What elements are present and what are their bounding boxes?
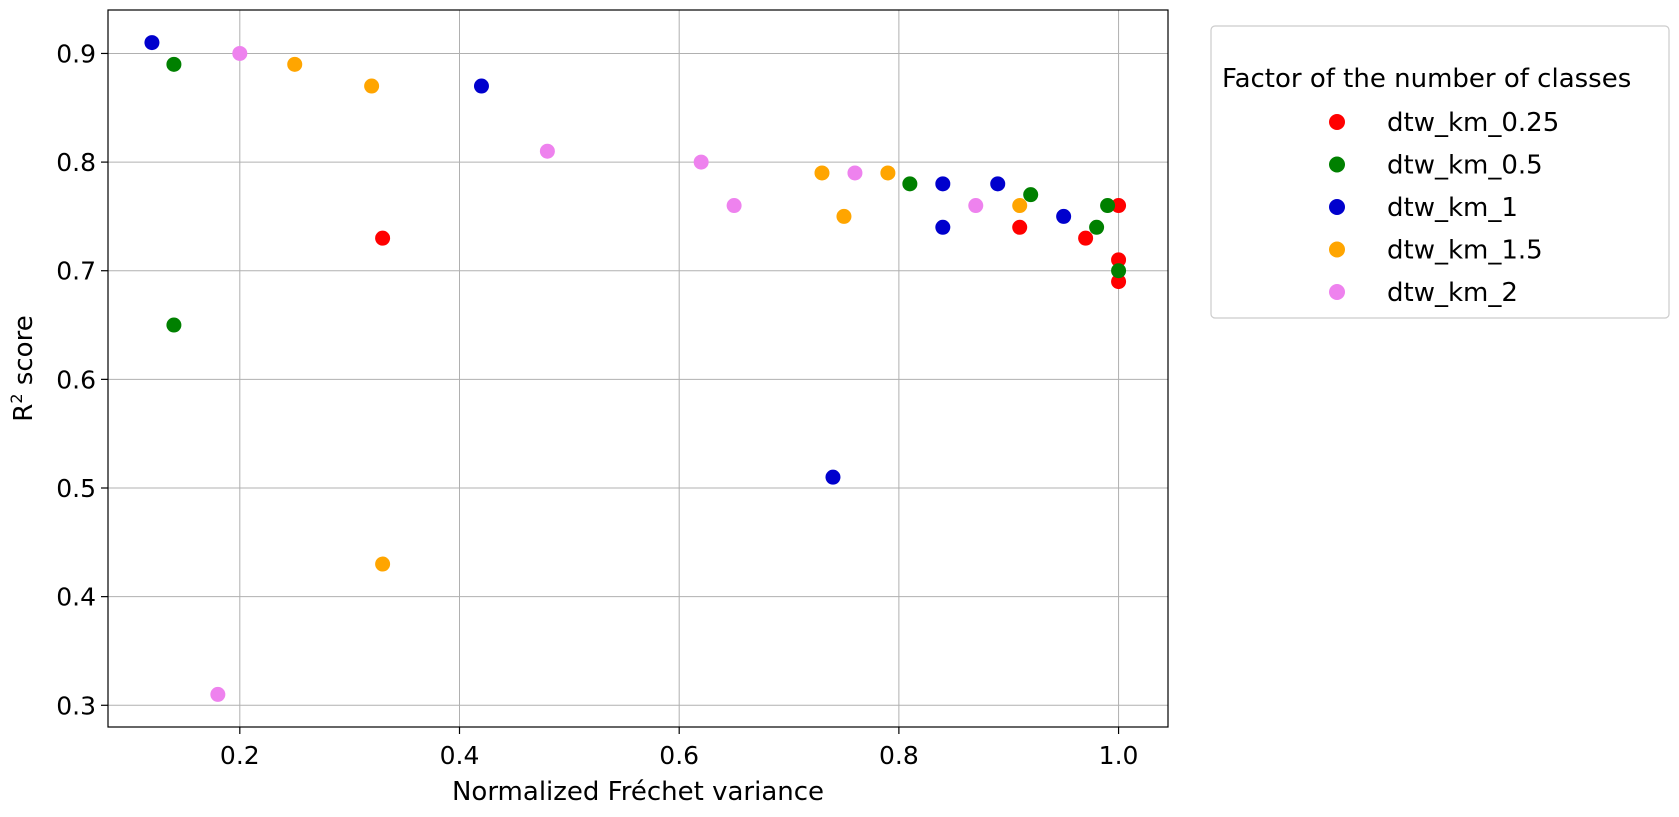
x-tick-label: 0.4: [440, 741, 480, 770]
y-tick-label: 0.9: [56, 39, 96, 68]
data-point-dtw_km_1: [825, 469, 841, 485]
x-tick-label: 0.2: [220, 741, 260, 770]
data-point-dtw_km_1: [990, 176, 1006, 192]
x-axis-ticks: 0.2 0.4 0.6 0.8 1.0: [220, 727, 1139, 770]
data-point-dtw_km_0.25: [1111, 252, 1127, 268]
y-tick-label: 0.3: [56, 691, 96, 720]
legend-marker-dtw_km_2: [1329, 284, 1345, 300]
legend-label: dtw_km_0.5: [1387, 151, 1543, 181]
data-point-dtw_km_1: [935, 176, 951, 192]
data-point-dtw_km_1.5: [1012, 198, 1028, 214]
y-axis-label-base: R: [9, 404, 39, 422]
data-point-dtw_km_1.5: [836, 208, 852, 224]
data-point-dtw_km_0.5: [902, 176, 918, 192]
grid-lines: [108, 10, 1168, 727]
data-point-dtw_km_0.25: [1111, 198, 1127, 214]
x-axis-label: Normalized Fréchet variance: [452, 777, 824, 807]
data-point-dtw_km_0.25: [1078, 230, 1094, 246]
x-tick-label: 0.8: [879, 741, 919, 770]
data-point-dtw_km_1.5: [287, 56, 303, 72]
y-axis-label-superscript: 2: [7, 393, 26, 403]
y-axis-label: R2 score: [7, 315, 39, 421]
data-point-dtw_km_0.5: [1023, 187, 1039, 203]
data-point-dtw_km_0.25: [375, 230, 391, 246]
data-point-dtw_km_2: [693, 154, 709, 170]
data-point-dtw_km_1: [935, 219, 951, 235]
data-point-dtw_km_2: [539, 143, 555, 159]
x-tick-label: 0.6: [659, 741, 699, 770]
legend-marker-dtw_km_1.5: [1329, 241, 1345, 258]
legend-label: dtw_km_0.25: [1387, 108, 1559, 138]
data-point-dtw_km_1.5: [375, 556, 391, 572]
data-point-dtw_km_2: [210, 686, 226, 702]
y-tick-label: 0.4: [56, 583, 96, 612]
plot-frame: [107, 9, 1169, 728]
data-point-dtw_km_0.25: [1012, 219, 1028, 235]
data-point-dtw_km_1: [144, 35, 160, 51]
legend: Factor of the number of classes dtw_km_0…: [1210, 25, 1670, 319]
data-points: [144, 35, 1127, 702]
y-tick-label: 0.7: [56, 257, 96, 286]
data-point-dtw_km_0.5: [166, 56, 182, 72]
data-point-dtw_km_2: [726, 198, 742, 214]
y-tick-label: 0.8: [56, 148, 96, 177]
legend-items: dtw_km_0.25 dtw_km_0.5 dtw_km_1 dtw_km_1.5d…: [1329, 108, 1559, 308]
data-point-dtw_km_0.5: [1089, 219, 1105, 235]
legend-box: [1210, 25, 1670, 319]
y-tick-label: 0.5: [56, 474, 96, 503]
data-point-dtw_km_0.5: [1111, 263, 1127, 279]
y-axis-ticks: 0.3 0.4 0.5 0.6 0.7 0.8 0.9: [56, 39, 108, 720]
data-point-dtw_km_1.5: [814, 165, 830, 181]
y-axis-label-rest: score: [9, 315, 39, 393]
legend-title: Factor of the number of classes: [1222, 64, 1631, 94]
legend-marker-dtw_km_1: [1329, 199, 1345, 215]
data-point-dtw_km_2: [968, 198, 984, 214]
data-point-dtw_km_1.5: [880, 165, 896, 181]
legend-label: dtw_km_1.5: [1387, 236, 1543, 266]
data-point-dtw_km_0.5: [1100, 198, 1116, 214]
legend-marker-dtw_km_0.25: [1329, 114, 1345, 130]
data-point-dtw_km_2: [232, 45, 248, 61]
legend-label: dtw_km_1: [1387, 193, 1518, 223]
data-point-dtw_km_1: [473, 78, 489, 94]
data-point-dtw_km_0.25: [1111, 274, 1127, 290]
data-point-dtw_km_1: [1056, 208, 1072, 224]
data-point-dtw_km_0.5: [166, 317, 182, 333]
x-tick-label: 1.0: [1099, 741, 1139, 770]
data-point-dtw_km_2: [847, 165, 863, 181]
legend-label: dtw_km_2: [1387, 278, 1518, 308]
data-point-dtw_km_1.5: [364, 78, 380, 94]
legend-marker-dtw_km_0.5: [1329, 156, 1345, 173]
y-tick-label: 0.6: [56, 365, 96, 394]
